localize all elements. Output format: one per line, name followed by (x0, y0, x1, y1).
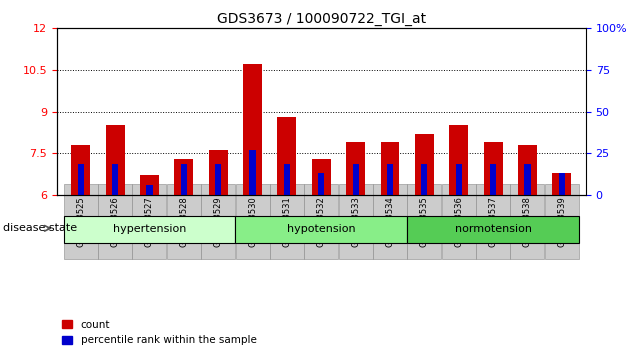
Bar (407, 216, 579, 243)
Bar (215, 164, 221, 195)
Bar (277, 117, 296, 195)
Text: hypertension: hypertension (113, 224, 186, 234)
Bar (559, 172, 565, 195)
Legend: count, percentile rank within the sample: count, percentile rank within the sample (62, 320, 256, 345)
Text: normotension: normotension (455, 224, 532, 234)
Bar (415, 134, 434, 195)
Bar (284, 164, 290, 195)
Bar (381, 142, 399, 195)
Bar (77, 164, 84, 195)
Bar (106, 125, 125, 195)
Bar (236, 216, 407, 243)
Bar (140, 175, 159, 195)
Bar (524, 164, 530, 195)
Bar (181, 164, 187, 195)
Bar (209, 150, 227, 195)
Bar (490, 164, 496, 195)
Title: GDS3673 / 100090722_TGI_at: GDS3673 / 100090722_TGI_at (217, 12, 426, 26)
Bar (243, 64, 262, 195)
Bar (64, 216, 236, 243)
Bar (71, 145, 90, 195)
Bar (249, 150, 256, 195)
Bar (312, 159, 331, 195)
Bar (318, 172, 324, 195)
Bar (553, 172, 571, 195)
Text: disease state: disease state (3, 223, 77, 233)
Bar (449, 125, 468, 195)
Bar (346, 142, 365, 195)
Bar (112, 164, 118, 195)
Bar (387, 164, 393, 195)
Text: hypotension: hypotension (287, 224, 355, 234)
Bar (353, 164, 358, 195)
Bar (484, 142, 503, 195)
Bar (175, 159, 193, 195)
Bar (518, 145, 537, 195)
Bar (455, 164, 462, 195)
Bar (146, 185, 152, 195)
Bar (421, 164, 428, 195)
